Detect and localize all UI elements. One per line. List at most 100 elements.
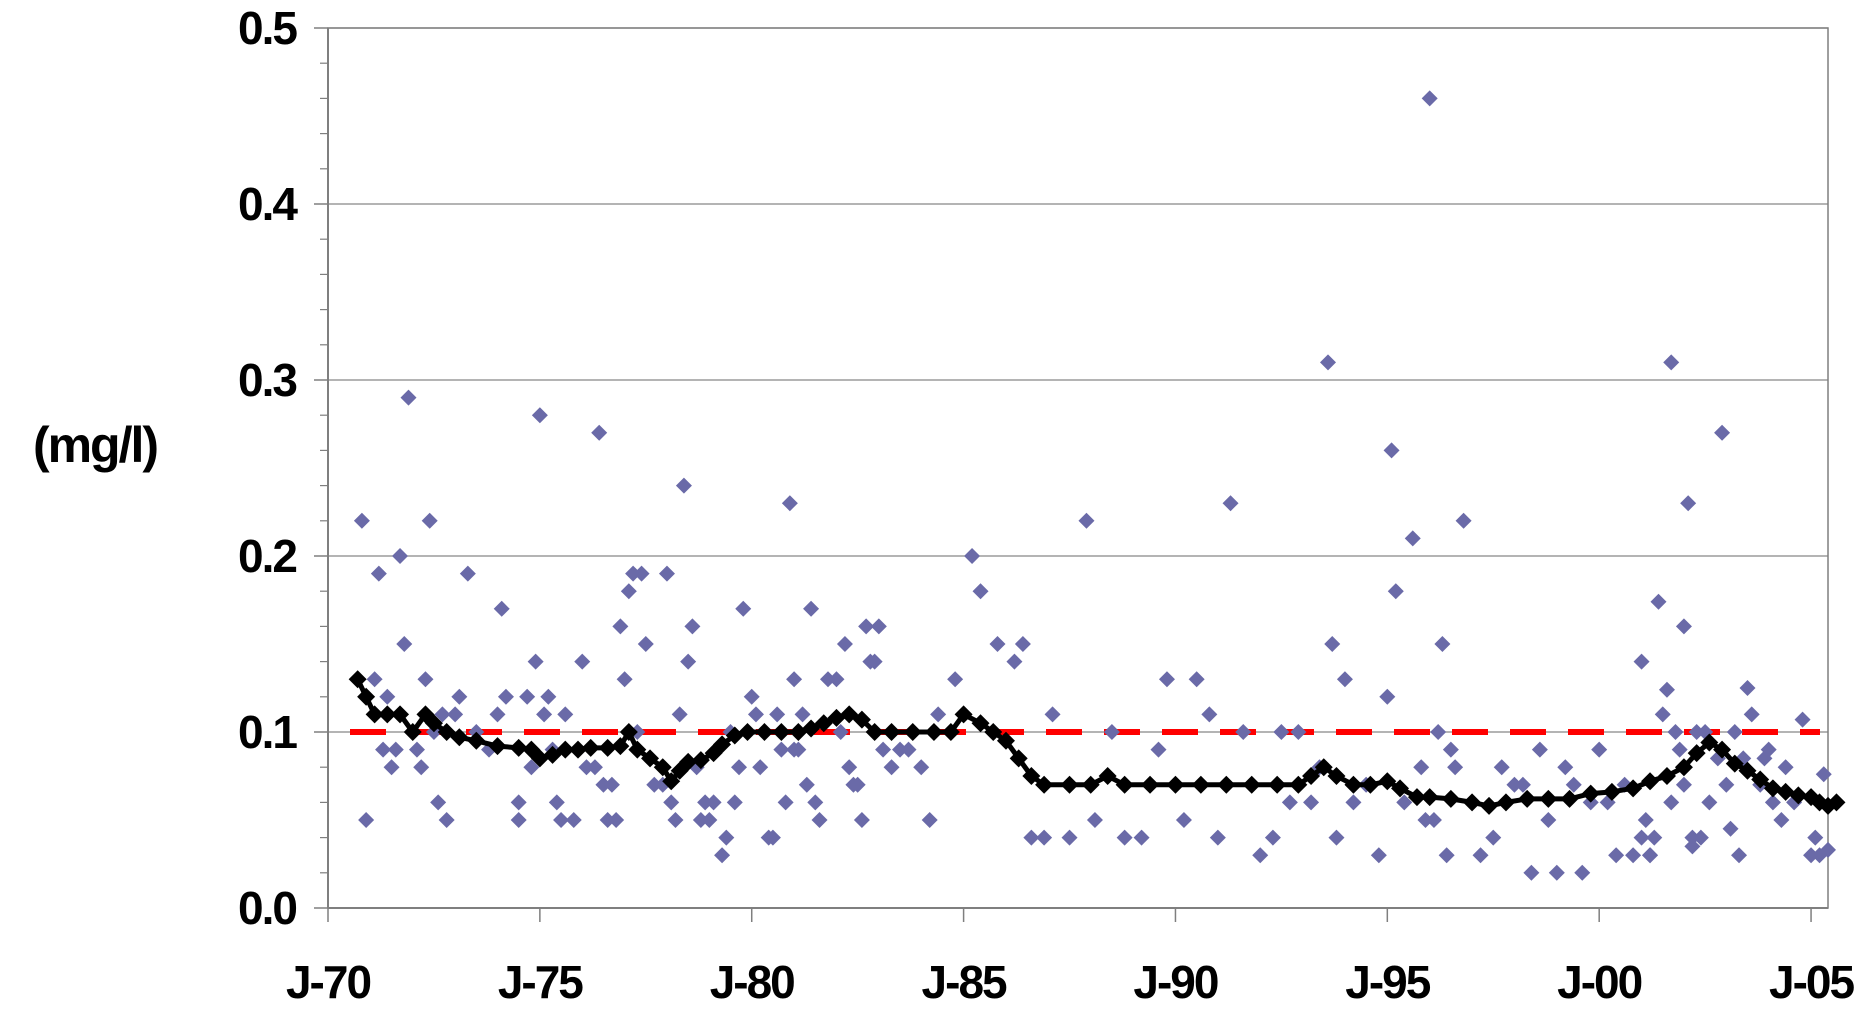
scatter-point bbox=[900, 741, 917, 758]
trend-point bbox=[971, 714, 990, 733]
scatter-point bbox=[1447, 759, 1464, 776]
scatter-point bbox=[1222, 495, 1239, 512]
scatter-point bbox=[1548, 864, 1565, 881]
trend-point bbox=[1789, 786, 1808, 805]
scatter-point bbox=[807, 794, 824, 811]
scatter-point bbox=[930, 706, 947, 723]
scatter-point bbox=[1324, 636, 1341, 652]
trend-point bbox=[1035, 775, 1054, 794]
trend-point bbox=[1327, 767, 1346, 785]
scatter-point bbox=[667, 812, 684, 828]
scatter-point bbox=[1421, 90, 1438, 107]
trend-point bbox=[954, 705, 973, 724]
scatter-point bbox=[921, 812, 938, 828]
trend-point bbox=[1407, 788, 1426, 807]
scatter-point bbox=[777, 794, 794, 811]
scatter-point bbox=[1188, 671, 1205, 688]
scatter-point bbox=[375, 741, 392, 758]
scatter-point bbox=[1663, 354, 1680, 371]
scatter-point bbox=[858, 618, 875, 635]
trend-point bbox=[1674, 758, 1693, 777]
trend-point bbox=[403, 723, 422, 741]
scatter-point bbox=[1273, 724, 1290, 740]
scatter-point bbox=[1591, 741, 1608, 758]
scatter-point bbox=[820, 671, 836, 688]
scatter-point bbox=[523, 759, 540, 776]
trend-point bbox=[725, 726, 744, 745]
scatter-point bbox=[1281, 794, 1298, 811]
scatter-point bbox=[769, 706, 786, 723]
trend-point bbox=[619, 723, 638, 741]
scatter-point bbox=[1773, 812, 1790, 828]
trend-point bbox=[865, 723, 884, 741]
scatter-point bbox=[612, 618, 629, 635]
scatter-point bbox=[1680, 495, 1697, 512]
scatter-point bbox=[1692, 829, 1709, 846]
scatter-point bbox=[1438, 847, 1455, 864]
scatter-point bbox=[497, 688, 514, 705]
scatter-point bbox=[836, 636, 853, 652]
scatter-point bbox=[726, 794, 743, 811]
scatter-point bbox=[438, 812, 455, 828]
trend-point bbox=[378, 705, 397, 724]
scatter-point bbox=[752, 759, 769, 776]
scatter-point bbox=[1646, 829, 1663, 846]
trend-point bbox=[1166, 775, 1185, 794]
trend-point bbox=[556, 740, 575, 759]
scatter-point bbox=[646, 776, 663, 793]
scatter-point bbox=[1688, 724, 1705, 740]
scatter-point bbox=[866, 653, 883, 670]
scatter-point bbox=[531, 407, 548, 424]
scatter-point bbox=[1565, 776, 1582, 793]
trend-point bbox=[1776, 782, 1795, 801]
scatter-point bbox=[701, 812, 718, 828]
trend-point bbox=[1463, 793, 1482, 812]
scatter-point bbox=[620, 583, 637, 600]
trend-point bbox=[1496, 793, 1515, 812]
trend-point bbox=[1624, 779, 1643, 798]
scatter-point bbox=[786, 671, 803, 688]
trend-point bbox=[611, 737, 630, 756]
trend-point bbox=[1602, 782, 1621, 801]
scatter-point bbox=[519, 688, 536, 705]
trend-point bbox=[1581, 784, 1600, 803]
scatter-point bbox=[1637, 812, 1654, 828]
trend-point bbox=[691, 751, 710, 770]
plot-area-frame bbox=[327, 27, 1829, 909]
scatter-point bbox=[853, 812, 870, 828]
y-tick-label: 0.0 bbox=[238, 882, 296, 934]
scatter-point bbox=[1722, 820, 1739, 837]
scatter-point bbox=[892, 741, 909, 758]
trend-point bbox=[713, 735, 732, 754]
scatter-point bbox=[1430, 724, 1447, 740]
x-tick-label: J-80 bbox=[710, 956, 794, 1008]
scatter-point bbox=[1442, 741, 1459, 758]
scatter-point bbox=[599, 812, 616, 828]
trend-point bbox=[1242, 775, 1261, 794]
trend-point bbox=[1687, 744, 1706, 763]
scatter-point bbox=[616, 671, 633, 688]
x-tick-label: J-75 bbox=[498, 956, 583, 1008]
trend-point bbox=[1560, 789, 1579, 808]
scatter-point bbox=[1417, 812, 1434, 828]
trend-point bbox=[662, 772, 681, 791]
trend-point bbox=[1827, 793, 1846, 812]
scatter-point bbox=[1014, 636, 1031, 652]
trend-point bbox=[391, 705, 410, 724]
trend-point bbox=[984, 723, 1003, 741]
scatter-point bbox=[1514, 776, 1531, 793]
scatter-point bbox=[1658, 681, 1675, 698]
y-tick-label: 0.3 bbox=[238, 354, 296, 406]
trend-point bbox=[1751, 770, 1770, 789]
scatter-point bbox=[1472, 847, 1489, 864]
scatter-point bbox=[1675, 618, 1692, 635]
scatter-point bbox=[536, 706, 553, 723]
scatter-point bbox=[434, 706, 451, 723]
scatter-point bbox=[1235, 724, 1252, 740]
tick-labels: 0.0 0.1 0.2 0.3 0.4 0.5 J-70 J-75 J-80 J-85 J-90 J-… bbox=[238, 2, 1856, 1008]
scatter-point bbox=[849, 776, 866, 793]
scatter-point bbox=[1370, 847, 1387, 864]
trend-point bbox=[1115, 775, 1134, 794]
